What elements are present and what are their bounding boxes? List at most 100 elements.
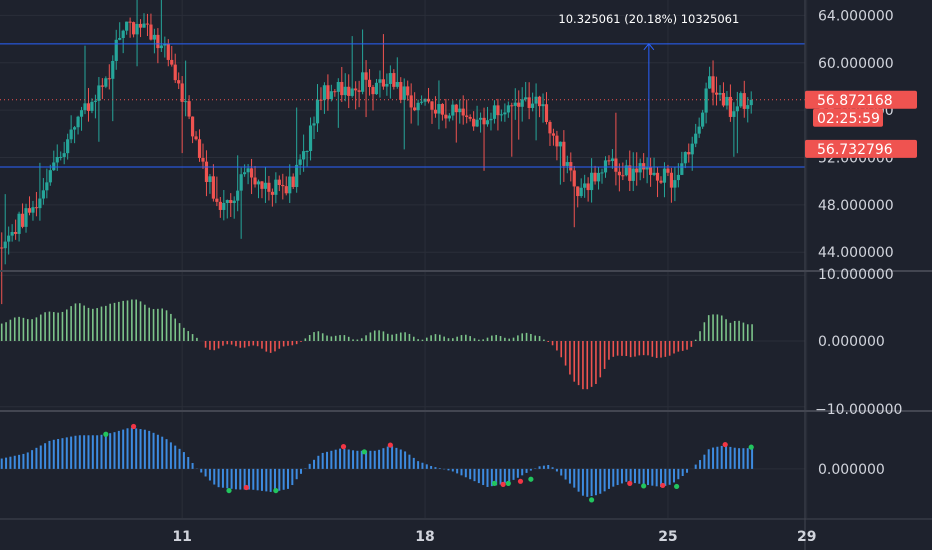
candle-body[interactable] xyxy=(659,180,663,183)
candle-body[interactable] xyxy=(409,95,413,108)
candle-body[interactable] xyxy=(399,82,403,100)
candle-body[interactable] xyxy=(662,168,667,183)
candle-body[interactable] xyxy=(413,107,417,111)
candle-body[interactable] xyxy=(14,231,18,234)
candle-body[interactable] xyxy=(631,168,635,181)
candle-body[interactable] xyxy=(31,207,35,213)
candle-body[interactable] xyxy=(274,179,278,195)
candle-body[interactable] xyxy=(531,103,535,108)
candle-body[interactable] xyxy=(360,72,365,92)
candle-body[interactable] xyxy=(45,182,49,191)
candle-body[interactable] xyxy=(624,165,628,176)
candle-body[interactable] xyxy=(225,200,229,204)
candle-body[interactable] xyxy=(551,133,556,136)
candle-body[interactable] xyxy=(503,112,507,115)
candle-body[interactable] xyxy=(24,208,28,227)
candle-body[interactable] xyxy=(517,102,521,107)
candle-body[interactable] xyxy=(472,118,476,127)
candle-body[interactable] xyxy=(704,88,708,113)
candle-body[interactable] xyxy=(628,165,632,181)
candle-body[interactable] xyxy=(166,43,170,60)
candle-body[interactable] xyxy=(451,104,455,116)
candle-body[interactable] xyxy=(478,117,483,120)
candle-body[interactable] xyxy=(673,180,677,188)
candle-body[interactable] xyxy=(7,235,11,242)
candle-body[interactable] xyxy=(392,73,396,87)
candle-body[interactable] xyxy=(190,116,195,137)
candle-body[interactable] xyxy=(707,76,712,89)
candle-body[interactable] xyxy=(329,91,333,100)
candle-body[interactable] xyxy=(666,168,670,173)
candle-body[interactable] xyxy=(128,21,132,23)
candle-body[interactable] xyxy=(260,181,264,189)
candle-body[interactable] xyxy=(267,182,271,192)
candle-body[interactable] xyxy=(79,110,84,117)
candle-body[interactable] xyxy=(281,185,285,187)
candle-body[interactable] xyxy=(430,101,434,110)
candle-body[interactable] xyxy=(10,231,14,236)
candle-body[interactable] xyxy=(593,172,597,182)
candle-body[interactable] xyxy=(378,79,382,83)
candle-body[interactable] xyxy=(322,85,327,101)
candle-body[interactable] xyxy=(218,201,222,210)
candle-body[interactable] xyxy=(610,158,615,162)
candle-body[interactable] xyxy=(354,88,358,91)
candle-body[interactable] xyxy=(249,168,254,178)
candle-body[interactable] xyxy=(617,171,621,176)
candle-body[interactable] xyxy=(742,93,746,109)
candle-body[interactable] xyxy=(48,170,52,183)
candle-body[interactable] xyxy=(215,198,219,202)
candle-body[interactable] xyxy=(676,174,680,181)
candle-body[interactable] xyxy=(239,174,243,191)
candle-body[interactable] xyxy=(458,108,462,113)
candle-body[interactable] xyxy=(222,203,226,210)
candle-body[interactable] xyxy=(204,161,209,182)
candle-body[interactable] xyxy=(20,213,25,227)
candle-body[interactable] xyxy=(73,127,77,130)
candle-body[interactable] xyxy=(520,99,524,107)
candle-body[interactable] xyxy=(270,191,274,195)
candle-body[interactable] xyxy=(482,117,486,125)
candle-body[interactable] xyxy=(184,101,188,103)
candle-body[interactable] xyxy=(295,164,299,187)
candle-body[interactable] xyxy=(423,98,427,102)
candle-body[interactable] xyxy=(187,101,191,117)
candle-body[interactable] xyxy=(76,116,80,128)
candle-body[interactable] xyxy=(34,207,39,209)
candle-body[interactable] xyxy=(669,172,674,188)
candle-body[interactable] xyxy=(614,158,618,172)
candle-body[interactable] xyxy=(690,143,694,155)
candle-body[interactable] xyxy=(83,103,87,111)
candle-body[interactable] xyxy=(107,78,111,80)
candle-body[interactable] xyxy=(385,83,389,87)
candle-body[interactable] xyxy=(572,170,576,187)
candle-body[interactable] xyxy=(229,200,233,203)
time-axis[interactable]: 11 18 25 29 xyxy=(172,529,816,545)
candle-body[interactable] xyxy=(655,172,660,181)
candle-body[interactable] xyxy=(336,81,340,92)
candle-body[interactable] xyxy=(302,151,306,160)
candle-body[interactable] xyxy=(350,88,354,96)
candle-body[interactable] xyxy=(569,162,573,171)
candle-body[interactable] xyxy=(718,93,722,95)
price-axis[interactable]: 44.00000048.00000052.00000056.00000060.0… xyxy=(815,8,902,477)
candle-body[interactable] xyxy=(197,139,202,158)
candle-body[interactable] xyxy=(343,86,347,96)
candle-body[interactable] xyxy=(444,114,448,119)
candle-body[interactable] xyxy=(496,105,500,116)
candle-body[interactable] xyxy=(59,156,63,158)
candle-body[interactable] xyxy=(596,172,601,182)
candle-body[interactable] xyxy=(437,104,441,114)
candle-body[interactable] xyxy=(600,172,604,174)
measurement-tool[interactable]: 10.325061 (20.18%) 10325061 xyxy=(558,12,739,167)
candle-body[interactable] xyxy=(714,92,719,95)
candle-body[interactable] xyxy=(746,105,750,109)
candle-body[interactable] xyxy=(114,39,118,61)
candle-body[interactable] xyxy=(159,45,163,49)
candle-body[interactable] xyxy=(565,162,569,166)
candle-body[interactable] xyxy=(152,34,157,40)
candle-body[interactable] xyxy=(694,133,698,144)
candle-body[interactable] xyxy=(291,176,295,187)
candle-body[interactable] xyxy=(447,115,451,119)
